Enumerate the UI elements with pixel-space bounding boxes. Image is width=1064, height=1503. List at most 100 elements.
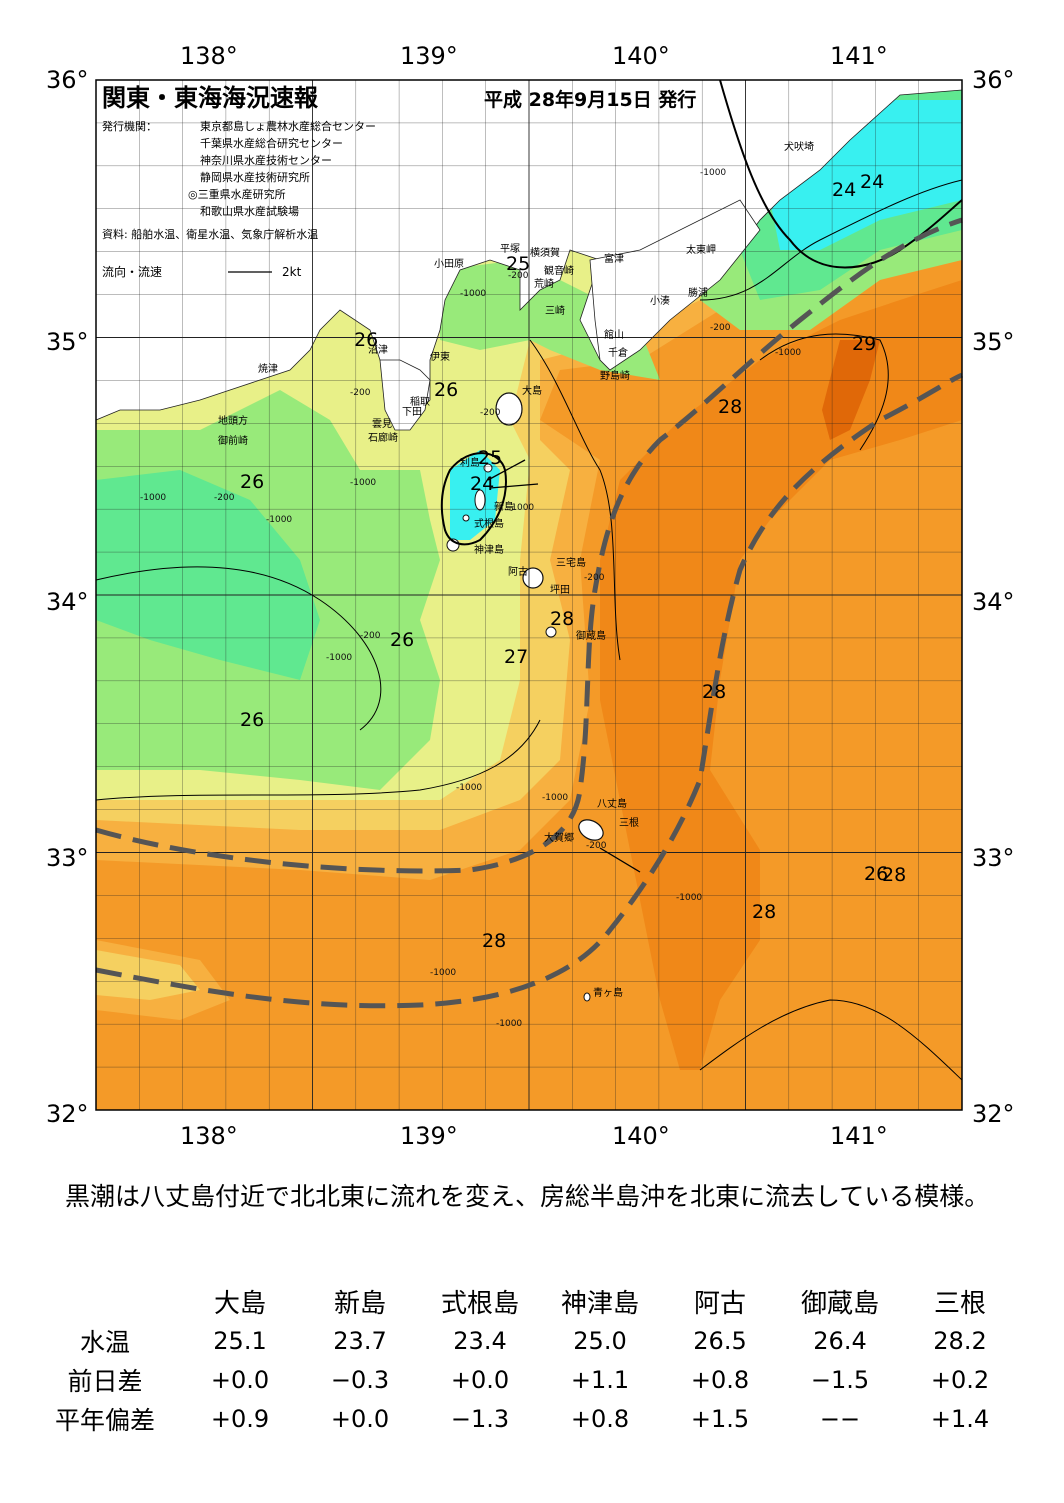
station-name: 式根島 <box>440 1289 519 1319</box>
land-boso-peninsula <box>589 199 761 371</box>
place-name: 青ヶ島 <box>593 986 623 999</box>
temp-label: 28 <box>752 901 776 923</box>
depth-label: -1000 <box>266 515 292 525</box>
table-cell: +0.9 <box>210 1404 270 1433</box>
sea-zone-24-niijima <box>450 450 500 540</box>
lat-label-34-right: 34° <box>972 588 1015 616</box>
lat-label-35-right: 35° <box>972 328 1015 356</box>
place-name: 野島崎 <box>600 369 630 382</box>
isotherm-contours <box>95 179 963 1081</box>
place-name: 富津 <box>604 252 624 265</box>
depth-label: -200 <box>360 631 381 641</box>
island-niijima <box>474 489 486 511</box>
depth-label: -1000 <box>676 893 702 903</box>
observation-table: 大島 新島 式根島 神津島 阿古 御蔵島 三根 水温 25.1 23.7 23.… <box>30 1282 1020 1438</box>
data-sources: 資料: 船舶水温、衛星水温、気象庁解析水温 <box>102 227 318 241</box>
table-cell: +0.0 <box>330 1404 390 1433</box>
temp-label: 24 <box>832 179 856 201</box>
temp-label: 26 <box>864 863 888 885</box>
place-name: 式根島 <box>474 517 504 530</box>
place-name: 阿古 <box>508 565 528 578</box>
issuer-4: 静岡県水産技術研究所 <box>200 170 310 184</box>
isotherm-24-bold <box>719 79 963 269</box>
table-cell: 28.2 <box>933 1326 987 1355</box>
place-name: 大賀郷 <box>544 831 574 844</box>
place-name: 犬吠埼 <box>784 140 814 153</box>
island-aogashima <box>583 992 591 1002</box>
temp-label: 28 <box>482 930 506 952</box>
summary-text: 黒潮は八丈島付近で北北東に流れを変え、房総半島沖を北東に流去している模様。 <box>65 1182 990 1211</box>
depth-label: -1000 <box>456 783 482 793</box>
lat-label-36-left: 36° <box>46 66 89 94</box>
place-name: 地頭方 <box>218 414 248 427</box>
place-name: 伊東 <box>430 350 450 363</box>
sea-zone-27-south <box>96 950 200 1000</box>
place-name: 稲取 <box>410 396 430 408</box>
table-cell: +1.1 <box>570 1365 630 1394</box>
row-label: 前日差 <box>67 1366 143 1396</box>
lat-label-32-left: 32° <box>46 1100 89 1128</box>
temp-label: 26 <box>390 629 414 651</box>
depth-label: -1000 <box>140 493 166 503</box>
station-name: 三根 <box>933 1289 986 1319</box>
temp-label: 25 <box>478 447 502 469</box>
sea-zone-25-west <box>96 470 320 680</box>
temp-label: 28 <box>550 608 574 630</box>
temp-label: 28 <box>702 681 726 703</box>
place-names: 犬吠埼 太東岬 勝浦 小湊 富津 館山 千倉 野島崎 横須賀 観音崎 平塚 荒崎… <box>218 140 814 999</box>
land-izu-peninsula <box>379 359 431 431</box>
issuer-1: 東京都島しょ農林水産総合センター <box>200 119 376 133</box>
temp-label: 24 <box>470 473 494 495</box>
place-name: 沼津 <box>368 343 388 356</box>
island-oshima <box>495 392 523 426</box>
depth-label: -1000 <box>700 168 726 178</box>
table-corner <box>30 1282 180 1321</box>
place-name: 八丈島 <box>597 797 627 810</box>
place-name: 大島 <box>522 384 542 397</box>
kuroshio-axis <box>95 217 964 1009</box>
lon-label-139-bottom: 139° <box>400 1122 458 1150</box>
depth-label: -1000 <box>542 793 568 803</box>
island-mikurajima <box>545 626 557 638</box>
place-name: 坪田 <box>550 583 570 596</box>
place-name: 三根 <box>619 816 639 829</box>
table-cell: +0.8 <box>690 1365 750 1394</box>
lat-label-33-left: 33° <box>46 844 89 872</box>
lon-label-141-bottom: 141° <box>830 1122 888 1150</box>
place-name: 太東岬 <box>686 243 716 256</box>
depth-labels: -200 -200 -1000 -1000 -200 -1000 -200 -1… <box>140 168 801 1029</box>
temp-label: 24 <box>860 171 884 193</box>
station-header-row: 大島 新島 式根島 神津島 阿古 御蔵島 三根 <box>30 1282 1020 1321</box>
lon-label-140-bottom: 140° <box>612 1122 670 1150</box>
place-name: 三崎 <box>545 304 565 317</box>
place-name: 雲見 <box>372 418 392 430</box>
table-cell: +0.2 <box>930 1365 990 1394</box>
temp-label: 28 <box>718 396 742 418</box>
island-shikinejima <box>462 514 470 522</box>
lon-labels-top: 138° 139° 140° 141° <box>180 42 888 70</box>
place-name: 焼津 <box>258 363 278 375</box>
depth-label: -1000 <box>496 1019 522 1029</box>
lon-label-139-top: 139° <box>400 42 458 70</box>
temp-label: 27 <box>504 646 528 668</box>
lon-label-140-top: 140° <box>612 42 670 70</box>
depth-label: -1000 <box>508 503 534 513</box>
temp-label: 29 <box>852 333 876 355</box>
lat-labels-right: 36° 35° 34° 33° 32° <box>972 66 1015 1128</box>
station-name: 御蔵島 <box>800 1289 879 1319</box>
isotherm-24-niijima <box>440 452 507 546</box>
map-frame <box>95 79 963 1111</box>
lon-label-138-bottom: 138° <box>180 1122 238 1150</box>
issuer-label: 発行機関： <box>102 119 157 133</box>
issuer-5: ◎三重県水産研究所 <box>188 187 286 201</box>
place-name: 勝浦 <box>688 286 708 299</box>
issuer-2: 千葉県水産総合研究センター <box>200 136 343 150</box>
depth-label: -200 <box>480 408 501 418</box>
depth-label: -200 <box>586 841 607 851</box>
table-cell: 26.4 <box>813 1326 867 1355</box>
lat-label-32-right: 32° <box>972 1100 1015 1128</box>
table-row: 平年偏差 +0.9 +0.0 −1.3 +0.8 +1.5 −− +1.4 <box>30 1399 1020 1438</box>
place-name: 石廊崎 <box>368 431 398 444</box>
temp-label: 25 <box>506 253 530 275</box>
table-cell: +0.0 <box>450 1365 510 1394</box>
